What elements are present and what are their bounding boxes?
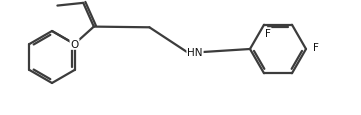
Text: HN: HN xyxy=(187,48,203,58)
Text: F: F xyxy=(313,43,319,53)
Text: F: F xyxy=(265,29,271,38)
Text: O: O xyxy=(70,40,79,50)
